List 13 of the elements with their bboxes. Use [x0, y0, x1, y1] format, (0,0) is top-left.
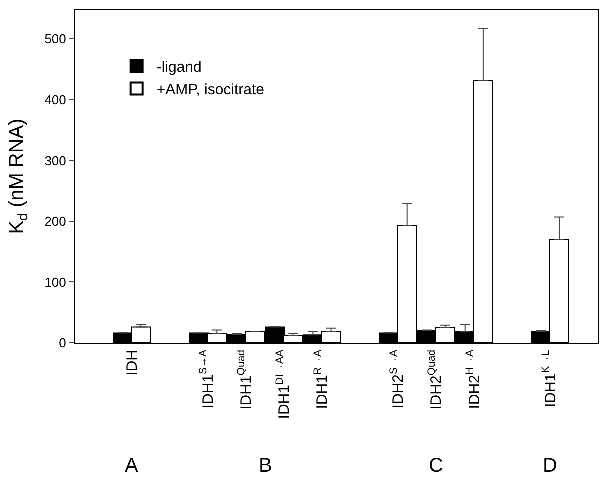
y-tick-label: 200	[44, 214, 66, 230]
y-tick-label: 0	[59, 336, 66, 351]
y-tick-label: 100	[44, 274, 66, 290]
text: A	[125, 455, 139, 477]
y-tick-label: 500	[44, 32, 66, 47]
text: B	[259, 455, 272, 477]
y-tick-label: 400	[44, 92, 66, 108]
text: D	[543, 455, 558, 477]
y-tick-label: 300	[44, 153, 66, 168]
legend-label: -ligand	[156, 59, 202, 76]
x-tick-label: IDH	[124, 350, 141, 376]
text: C	[429, 455, 444, 477]
legend-label: +AMP, isocitrate	[156, 82, 265, 99]
